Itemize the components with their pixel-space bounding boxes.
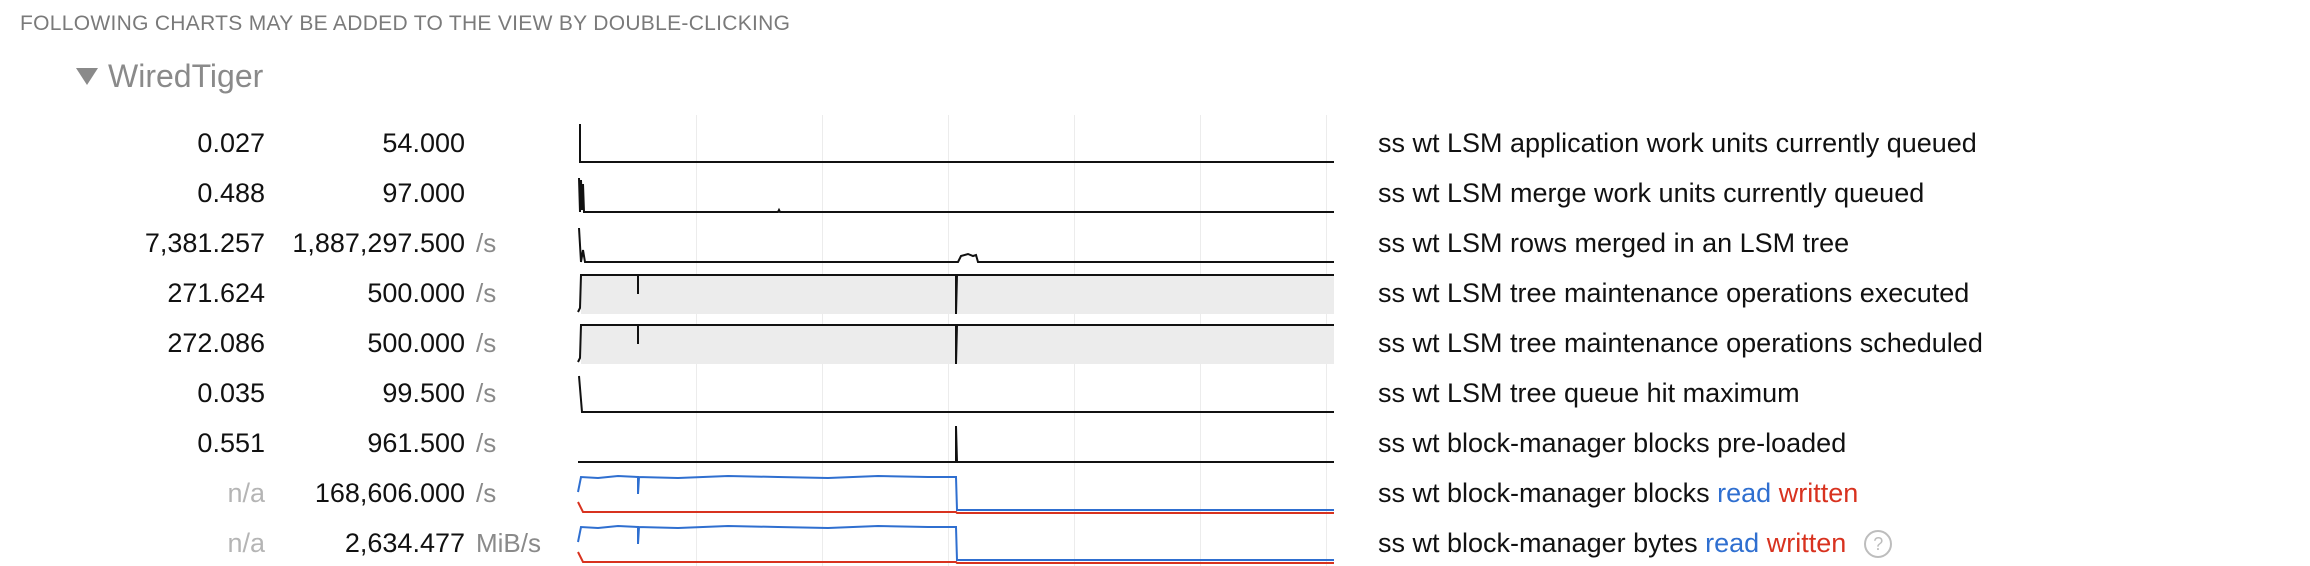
legend-read: read (1717, 478, 1772, 508)
chart-row-lsm-tree-ops-scheduled[interactable]: 272.086 500.000 /s ss wt LSM tree mainte… (0, 318, 2310, 368)
sparkline (577, 324, 1334, 365)
sparkline-line (578, 227, 1334, 263)
chart-label: ss wt LSM tree queue hit maximum (1378, 378, 1800, 408)
value-1: 271.624 (167, 278, 265, 308)
chart-row-lsm-rows-merged[interactable]: 7,381.257 1,887,297.500 /s ss wt LSM row… (0, 218, 2310, 268)
value-2: 54.000 (382, 128, 465, 158)
unit: /s (476, 328, 497, 358)
chart-label: ss wt LSM tree maintenance operations ex… (1378, 278, 1970, 308)
value-2: 1,887,297.500 (292, 228, 465, 258)
sparkline-line (578, 177, 1334, 213)
sparkline (578, 227, 1334, 263)
value-1: 0.551 (197, 428, 265, 458)
value-1: 7,381.257 (144, 228, 265, 258)
value-2: 97.000 (382, 178, 465, 208)
sparkline-written-line (577, 501, 1334, 514)
sparkline-line (578, 375, 1334, 413)
value-2: 168,606.000 (314, 478, 465, 508)
value-2: 961.500 (367, 428, 465, 458)
chart-label: ss wt block-manager blocks pre-loaded (1378, 428, 1847, 458)
chart-label: ss wt LSM tree maintenance operations sc… (1378, 328, 1983, 358)
unit: /s (476, 278, 497, 308)
chart-row-lsm-queue-hit-max[interactable]: 0.035 99.500 /s ss wt LSM tree queue hit… (0, 368, 2310, 418)
value-1: n/a (227, 478, 265, 508)
value-2: 500.000 (367, 278, 465, 308)
value-1: n/a (227, 528, 265, 558)
sparkline-written-line (577, 551, 1334, 564)
unit: MiB/s (476, 528, 541, 558)
chart-label: ss wt block-manager bytes read written? (1378, 528, 1893, 559)
sparkline-read-line (577, 474, 1334, 511)
sparkline (577, 474, 1334, 514)
sparkline (578, 177, 1334, 213)
value-1: 0.035 (197, 378, 265, 408)
chart-label: ss wt block-manager blocks read written (1378, 478, 1858, 509)
value-1: 272.086 (167, 328, 265, 358)
chart-label: ss wt LSM merge work units currently que… (1378, 178, 1925, 208)
sparkline-line (579, 124, 1334, 163)
triangle-down-icon (76, 68, 98, 85)
section-header: FOLLOWING CHARTS MAY BE ADDED TO THE VIE… (20, 12, 791, 35)
value-1: 0.488 (197, 178, 265, 208)
sparkline-line (577, 324, 1334, 365)
unit: /s (476, 228, 497, 258)
sparkline-line (577, 274, 1334, 315)
group-toggle-wiredtiger[interactable]: WiredTiger (76, 58, 263, 95)
chart-row-block-manager-preloaded[interactable]: 0.551 961.500 /s ss wt block-manager blo… (0, 418, 2310, 468)
value-2: 2,634.477 (344, 528, 465, 558)
sparkline (578, 425, 1334, 463)
sparkline-line (578, 425, 1334, 463)
chart-row-block-manager-bytes[interactable]: n/a 2,634.477 MiB/s ss wt block-manager … (0, 518, 2310, 566)
value-2: 500.000 (367, 328, 465, 358)
value-2: 99.500 (382, 378, 465, 408)
chart-label: ss wt LSM rows merged in an LSM tree (1378, 228, 1850, 258)
legend-read: read (1705, 528, 1760, 558)
chart-row-lsm-tree-ops-executed[interactable]: 271.624 500.000 /s ss wt LSM tree mainte… (0, 268, 2310, 318)
sparkline (578, 375, 1334, 413)
chart-label: ss wt LSM application work units current… (1378, 128, 1977, 158)
chart-label-text: ss wt block-manager blocks (1378, 478, 1710, 508)
chart-row-lsm-merge-work-units[interactable]: 0.488 97.000 ss wt LSM merge work units … (0, 168, 2310, 218)
legend-written: written (1778, 478, 1859, 508)
unit: /s (476, 378, 497, 408)
unit: /s (476, 478, 497, 508)
sparkline (577, 274, 1334, 315)
help-icon[interactable]: ? (1864, 530, 1893, 558)
chart-row-block-manager-blocks[interactable]: n/a 168,606.000 /s ss wt block-manager b… (0, 468, 2310, 518)
sparkline (579, 124, 1334, 163)
sparkline-read-line (577, 524, 1334, 561)
unit: /s (476, 428, 497, 458)
chart-label-text: ss wt block-manager bytes (1378, 528, 1698, 558)
value-1: 0.027 (197, 128, 265, 158)
group-title: WiredTiger (108, 58, 264, 94)
chart-row-lsm-app-work-units[interactable]: 0.027 54.000 ss wt LSM application work … (0, 118, 2310, 168)
legend-written: written (1766, 528, 1847, 558)
sparkline (577, 524, 1334, 564)
